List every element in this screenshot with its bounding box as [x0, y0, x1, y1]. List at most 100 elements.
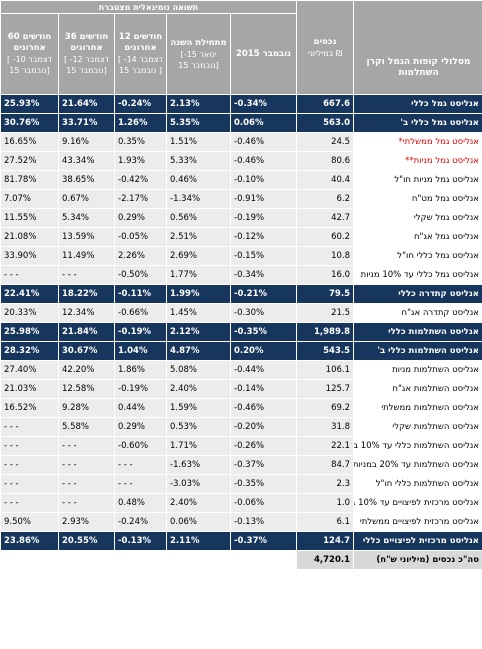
- return-cell: 9.50%: [1, 513, 58, 531]
- return-cell: -3.03%: [167, 475, 230, 493]
- return-cell: 16.65%: [1, 133, 58, 151]
- fund-name-cell: אנליסט מרכזית לפיצויים עד 10% במניות: [354, 494, 482, 512]
- col-header-36m: 36 חודשים אחרונים[ דצמבר 12- נובמבר 15]: [59, 14, 114, 94]
- return-cell: -0.11%: [115, 285, 166, 303]
- return-cell: - - -: [1, 456, 58, 474]
- return-cell: 27.40%: [1, 361, 58, 379]
- return-cell: -0.26%: [231, 437, 296, 455]
- return-cell: 1.86%: [115, 361, 166, 379]
- return-cell: 9.28%: [59, 399, 114, 417]
- return-cell: 2.13%: [167, 95, 230, 113]
- return-cell: -0.05%: [115, 228, 166, 246]
- assets-cell: 124.7: [297, 532, 353, 550]
- return-cell: -0.66%: [115, 304, 166, 322]
- return-cell: -0.91%: [231, 190, 296, 208]
- return-cell: 1.45%: [167, 304, 230, 322]
- return-cell: -0.14%: [231, 380, 296, 398]
- return-cell: 33.90%: [1, 247, 58, 265]
- return-cell: -0.19%: [231, 209, 296, 227]
- return-cell: -0.10%: [231, 171, 296, 189]
- return-cell: 21.84%: [59, 323, 114, 341]
- return-cell: 11.49%: [59, 247, 114, 265]
- header-columns-row: 60 חודשים אחרונים[ דצמבר 10- נובמבר 15] …: [1, 14, 482, 94]
- return-cell: 1.59%: [167, 399, 230, 417]
- fund-name-cell: אנליסט השתלמות כללי חו"ל: [354, 475, 482, 493]
- return-cell: 11.55%: [1, 209, 58, 227]
- assets-cell: 21.5: [297, 304, 353, 322]
- total-row: 4,720.1 סה"כ נכסים (מיליוני ש"ח): [1, 551, 482, 569]
- return-cell: 0.67%: [59, 190, 114, 208]
- fund-name-cell: אנליסט גמל מניות**: [354, 152, 482, 170]
- return-cell: -0.19%: [115, 380, 166, 398]
- return-cell: 20.55%: [59, 532, 114, 550]
- table-row: 16.65% 9.16% 0.35% 1.51% -0.46% 24.5 אנליסט גמ…: [1, 133, 482, 151]
- assets-cell: 24.5: [297, 133, 353, 151]
- return-cell: 0.29%: [115, 418, 166, 436]
- return-cell: 22.41%: [1, 285, 58, 303]
- table-row: - - -- - -- - - -3.03% -0.35% 2.3 אנליסט השת…: [1, 475, 482, 493]
- return-cell: -0.19%: [115, 323, 166, 341]
- table-row: - - -- - -0.48% 2.40% -0.06% 1.0 אנליסט מרכז…: [1, 494, 482, 512]
- return-cell: 2.69%: [167, 247, 230, 265]
- return-cell: - - -: [59, 456, 114, 474]
- table-row: 7.07% 0.67% -2.17% -1.34% -0.91% 6.2 אנליסט גמ…: [1, 190, 482, 208]
- return-cell: 20.33%: [1, 304, 58, 322]
- return-cell: -1.63%: [167, 456, 230, 474]
- table-row: 81.78% 38.65% -0.42% 0.46% -0.10% 40.4 אנליסט …: [1, 171, 482, 189]
- return-cell: -2.17%: [115, 190, 166, 208]
- return-cell: - - -: [1, 437, 58, 455]
- assets-cell: 543.5: [297, 342, 353, 360]
- return-cell: -0.44%: [231, 361, 296, 379]
- return-cell: 16.52%: [1, 399, 58, 417]
- return-cell: 2.11%: [167, 532, 230, 550]
- return-cell: -0.37%: [231, 456, 296, 474]
- table-row: 27.52% 43.34% 1.93% 5.33% -0.46% 80.6 אנליסט ג…: [1, 152, 482, 170]
- return-cell: 0.29%: [115, 209, 166, 227]
- return-cell: -0.35%: [231, 475, 296, 493]
- col-header-month: נובמבר 2015: [231, 14, 296, 94]
- assets-cell: 80.6: [297, 152, 353, 170]
- return-cell: 23.86%: [1, 532, 58, 550]
- fund-name-cell: אנליסט השתלמות שקלי: [354, 418, 482, 436]
- table-row: 20.33% 12.34% -0.66% 1.45% -0.30% 21.5 אנליסט …: [1, 304, 482, 322]
- assets-cell: 69.2: [297, 399, 353, 417]
- col-header-ytd: מתחילת השנה [ינואר 15- נובמבר 15]: [167, 14, 230, 94]
- return-cell: 21.08%: [1, 228, 58, 246]
- return-cell: - - -: [1, 475, 58, 493]
- return-cell: 2.26%: [115, 247, 166, 265]
- assets-cell: 84.7: [297, 456, 353, 474]
- assets-cell: 40.4: [297, 171, 353, 189]
- return-cell: -1.34%: [167, 190, 230, 208]
- header-group-row: תשואה נומינאלית מצטברת נכסים במיליוני ₪ מ…: [1, 1, 482, 94]
- fund-name-cell: אנליסט גמל כללי עד 10% מניות: [354, 266, 482, 284]
- fund-name-cell: אנליסט השתלמות כללי: [354, 323, 482, 341]
- fund-name-cell: אנליסט השתלמות אג"ח: [354, 380, 482, 398]
- table-row: 28.32% 30.67% 1.04% 4.87% 0.20% 543.5 אנליסט ה…: [1, 342, 482, 360]
- return-cell: - - -: [115, 475, 166, 493]
- return-cell: 1.04%: [115, 342, 166, 360]
- return-cell: 1.71%: [167, 437, 230, 455]
- table-row: 30.76% 33.71% 1.26% 5.35% 0.06% 563.0 אנליסט ג…: [1, 114, 482, 132]
- return-cell: 33.71%: [59, 114, 114, 132]
- return-cell: - - -: [59, 494, 114, 512]
- assets-cell: 106.1: [297, 361, 353, 379]
- return-cell: -0.13%: [231, 513, 296, 531]
- return-cell: - - -: [59, 437, 114, 455]
- fund-name-cell: אנליסט השתלמות כללי ב': [354, 342, 482, 360]
- assets-cell: 31.8: [297, 418, 353, 436]
- table-row: 25.93% 21.64% -0.24% 2.13% -0.34% 667.6 אנליסט…: [1, 95, 482, 113]
- return-cell: 21.03%: [1, 380, 58, 398]
- return-cell: -0.24%: [115, 513, 166, 531]
- return-cell: -0.06%: [231, 494, 296, 512]
- assets-cell: 1.0: [297, 494, 353, 512]
- total-assets-label: סה"כ נכסים (מיליוני ש"ח): [354, 551, 482, 569]
- cumulative-return-header: תשואה נומינאלית מצטברת: [1, 1, 296, 13]
- table-row: 16.52% 9.28% 0.44% 1.59% -0.46% 69.2 אנליסט הש…: [1, 399, 482, 417]
- return-cell: 25.93%: [1, 95, 58, 113]
- fund-name-cell: אנליסט גמל כללי: [354, 95, 482, 113]
- return-cell: 5.35%: [167, 114, 230, 132]
- assets-cell: 79.5: [297, 285, 353, 303]
- assets-cell: 1,989.8: [297, 323, 353, 341]
- fund-name-cell: אנליסט גמל מניות חו"ל: [354, 171, 482, 189]
- return-cell: 28.32%: [1, 342, 58, 360]
